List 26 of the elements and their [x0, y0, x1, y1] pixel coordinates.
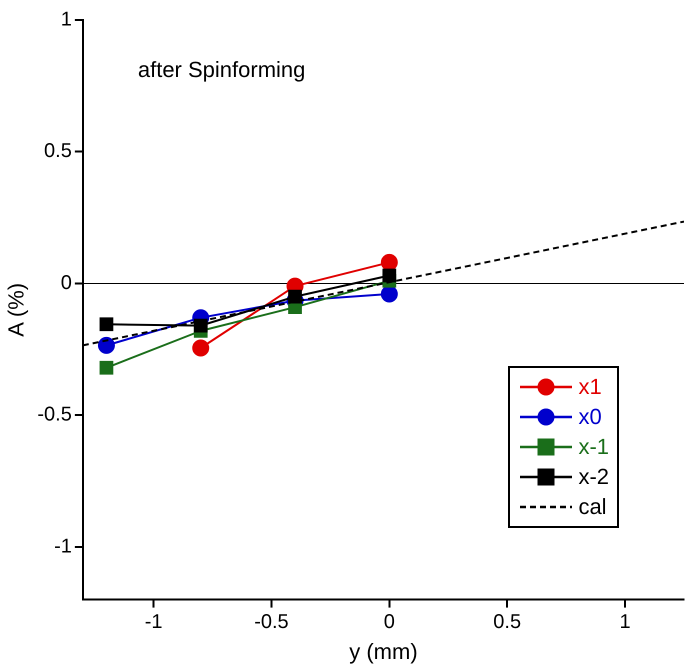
legend-label: x-1 — [578, 434, 609, 460]
point — [192, 340, 210, 356]
y-tick-label: 1 — [60, 8, 72, 31]
legend-label: x-2 — [578, 464, 609, 490]
legend-label: x1 — [578, 374, 602, 400]
point — [100, 360, 114, 375]
point — [100, 317, 114, 332]
y-tick-label: -0.5 — [37, 404, 72, 426]
point — [288, 290, 302, 304]
point — [380, 254, 398, 271]
y-tick-label: 0.5 — [44, 140, 72, 162]
y-tick-label: 0 — [60, 272, 72, 294]
point — [194, 318, 208, 332]
legend-label: cal — [578, 494, 607, 520]
x-tick-label: 1 — [620, 611, 631, 634]
x-axis-title: y (mm) — [349, 638, 418, 664]
legend-label: x0 — [578, 404, 602, 430]
y-axis-title: A (%) — [3, 282, 28, 337]
point — [98, 336, 115, 354]
x-tick-label: -1 — [144, 611, 162, 634]
x-tick-label: 0 — [384, 611, 395, 634]
y-tick-label: -1 — [54, 535, 72, 558]
x-tick-label: -0.5 — [254, 611, 289, 634]
x-tick-label: 0.5 — [493, 611, 522, 634]
annotation: after Spinforming — [138, 57, 306, 82]
point — [382, 268, 396, 282]
